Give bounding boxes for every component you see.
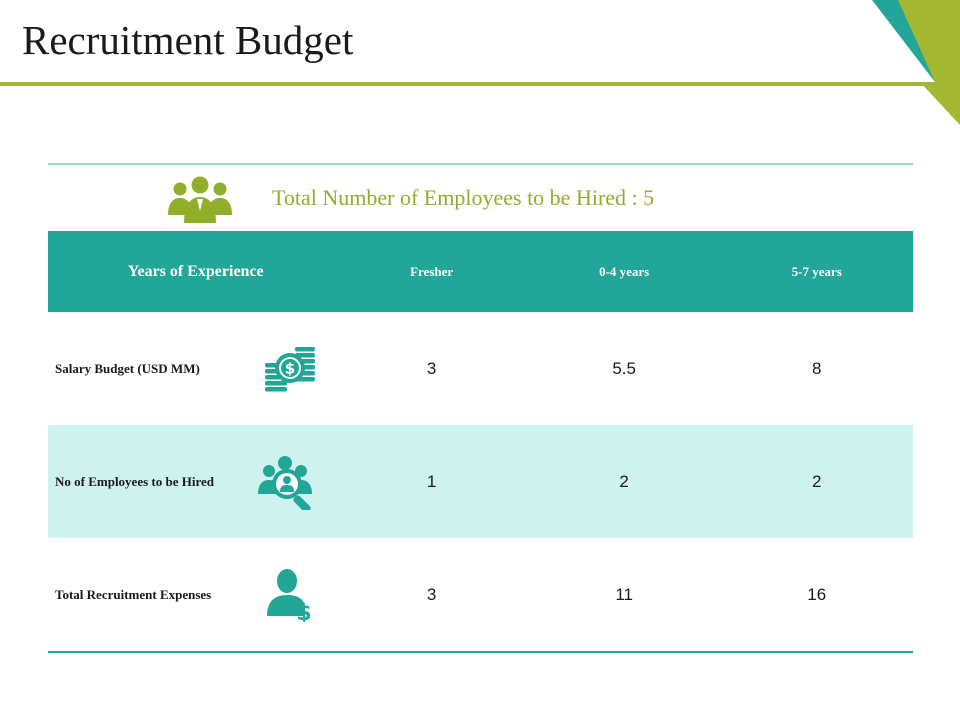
corner-decoration (872, 0, 960, 125)
svg-text:$: $ (285, 359, 295, 377)
header-0-4-years: 0-4 years (599, 263, 650, 279)
recruitment-budget-table: Total Number of Employees to be Hired : … (48, 163, 913, 653)
salary-fresher-value: 3 (426, 358, 437, 378)
header-5-7-years: 5-7 years (791, 263, 842, 279)
row-label: Salary Budget (USD MM) (55, 361, 200, 376)
employees-0-4-years-value: 2 (619, 471, 629, 491)
total-employees-banner: Total Number of Employees to be Hired : … (48, 165, 913, 231)
employees-5-7-years-value: 2 (811, 471, 822, 491)
table-header-row: Years of Experience Fresher 0-4 years 5-… (48, 231, 913, 312)
employee-group-icon (168, 176, 232, 223)
expenses-5-7-years-value: 16 (807, 584, 827, 604)
expenses-0-4-years-value: 11 (615, 584, 633, 604)
money-coins-icon: $ (265, 346, 316, 391)
header-years-of-experience: Years of Experience (127, 262, 264, 280)
slide-title: Recruitment Budget (22, 17, 354, 63)
salary-0-4-years-value: 5.5 (612, 358, 636, 378)
table-row-total-expenses: Total Recruitment Expenses $ 3 11 16 (48, 538, 913, 651)
total-employees-text: Total Number of Employees to be Hired : … (272, 185, 655, 210)
expenses-fresher-value: 3 (426, 584, 437, 604)
svg-text:$: $ (297, 601, 312, 622)
employees-fresher-value: 1 (426, 471, 437, 491)
table-top-rule (48, 163, 913, 165)
table-row-salary-budget: Salary Budget (USD MM) (48, 312, 913, 425)
header-fresher: Fresher (410, 263, 454, 279)
person-dollar-icon: $ (267, 568, 312, 622)
table-row-employees-hired: No of Employees to be Hired 1 2 2 (48, 425, 913, 538)
title-underline (0, 82, 930, 86)
people-search-icon (258, 455, 313, 510)
row-label: Total Recruitment Expenses (55, 587, 212, 602)
salary-5-7-years-value: 8 (811, 358, 822, 378)
row-label: No of Employees to be Hired (55, 474, 214, 489)
table-bottom-rule (48, 651, 913, 653)
